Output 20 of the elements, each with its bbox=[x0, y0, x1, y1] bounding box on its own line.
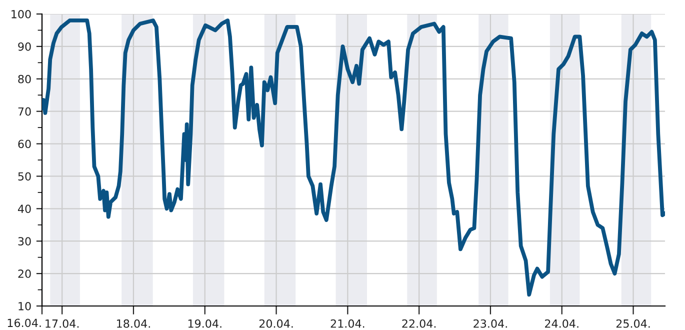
y-tick-label: 60 bbox=[18, 140, 31, 148]
x-tick-label: 23.04. bbox=[474, 319, 507, 328]
y-tick-label: 30 bbox=[18, 237, 31, 246]
y-tick-label: 50 bbox=[18, 172, 31, 181]
y-tick-label: 90 bbox=[18, 42, 31, 51]
y-tick-label: 40 bbox=[18, 204, 31, 214]
text: 16.04. bbox=[8, 318, 41, 328]
y-tick-label: 10 bbox=[18, 302, 31, 310]
y-tick-label: 70 bbox=[18, 107, 31, 116]
x-tick-label: 20.04. bbox=[259, 319, 293, 328]
y-tick-label: 100 bbox=[12, 10, 31, 18]
x-tick-label: 21.04. bbox=[330, 319, 364, 328]
x-tick-label: 24.04. bbox=[545, 319, 578, 328]
y-tick-label: 80 bbox=[18, 74, 31, 84]
x-tick-label: 18.04. bbox=[117, 319, 150, 328]
x-tick-label: 17.04. bbox=[46, 319, 79, 328]
x-tick-label: 22.04. bbox=[402, 319, 436, 328]
y-tick-label: 20 bbox=[18, 270, 31, 278]
x-tick-label: 25.04. bbox=[616, 319, 650, 328]
x-tick-label: 19.04. bbox=[188, 319, 222, 328]
